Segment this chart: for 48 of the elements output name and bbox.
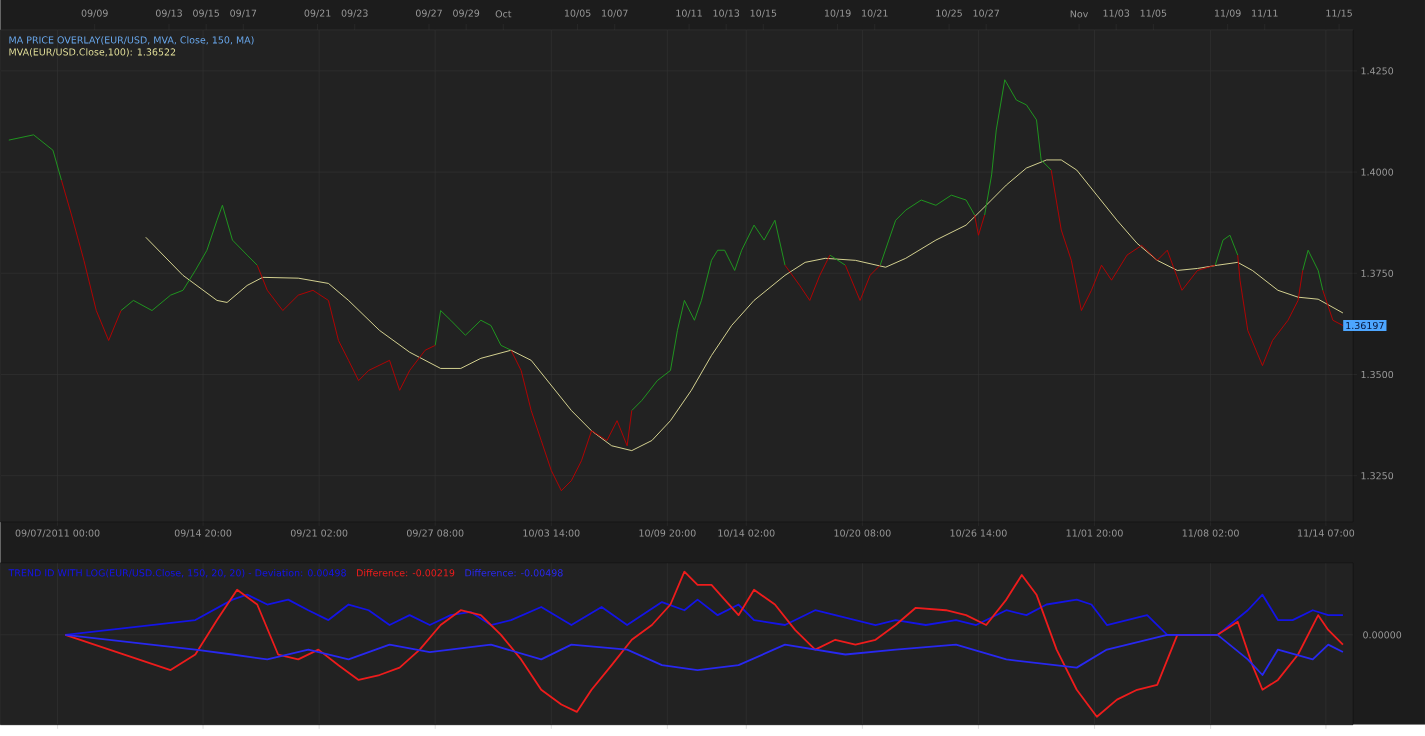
x2-tick-label: 10/11	[676, 9, 702, 18]
text: Difference: -0.00219	[357, 569, 455, 577]
text: MA PRICE OVERLAY(EUR/USD, MVA, Close, 150, MA)	[9, 36, 254, 45]
x2-tick-label: 11/09	[1214, 9, 1241, 18]
x2-tick-label: 09/17	[230, 9, 257, 18]
x2-tick-label: Nov	[1070, 10, 1089, 18]
text: TREND ID WITH LOG(EUR/USD.Close, 150, 20, 20) - Deviation: 0.00498	[8, 569, 346, 578]
x-tick-label: 10/03 14:00	[523, 529, 580, 538]
x2-tick-label: 09/23	[341, 9, 368, 18]
x2-tick-label: 09/21	[304, 9, 331, 18]
x-tick-label: 10/09 20:00	[639, 529, 696, 538]
x2-tick-label: 09/29	[453, 9, 480, 18]
y-tick-label: 1.3500	[1361, 371, 1394, 379]
x-tick-label: 10/20 08:00	[834, 529, 891, 538]
x2-tick-label: 09/27	[415, 9, 442, 18]
y-tick-label: 1.4000	[1361, 168, 1394, 176]
x-tick-label: 09/14 20:00	[174, 529, 232, 538]
annotation: 1.36197	[1346, 322, 1384, 330]
x2-tick-label: 11/11	[1252, 9, 1278, 18]
x2-tick-label: 10/25	[936, 9, 962, 18]
x2-tick-label: 11/15	[1326, 9, 1352, 18]
x-tick-label: 09/07/2011 00:00	[15, 529, 100, 538]
x-tick-label: 11/14 07:00	[1298, 529, 1355, 538]
x2-tick-label: 11/03	[1103, 9, 1130, 18]
x2-tick-label: 09/15	[193, 9, 220, 18]
x2-tick-label: 09/13	[155, 9, 182, 18]
x-tick-label: 10/14 02:00	[718, 529, 775, 538]
ref-line-label: 0.00000	[1363, 631, 1402, 639]
x2-tick-label: Oct	[495, 10, 512, 18]
x-tick-label: 11/01 20:00	[1066, 529, 1123, 538]
x-tick-label: 10/26 14:00	[950, 529, 1007, 538]
y-tick-label: 1.4250	[1361, 67, 1394, 75]
x2-tick-label: 10/07	[602, 9, 628, 18]
x2-tick-label: 10/19	[824, 9, 851, 18]
text: Difference: -0.00498	[465, 569, 563, 577]
x2-tick-label: 10/13	[713, 9, 740, 18]
x2-tick-label: 10/27	[973, 9, 1000, 18]
y-tick-label: 1.3750	[1361, 269, 1394, 278]
x2-tick-label: 09/09	[81, 9, 108, 18]
x-tick-label: 09/21 02:00	[290, 529, 348, 538]
x-tick-label: 09/27 08:00	[406, 529, 464, 538]
x2-tick-label: 11/05	[1140, 9, 1167, 18]
text: MVA(EUR/USD.Close,100): 1.36522	[9, 48, 176, 57]
x2-tick-label: 10/21	[862, 9, 888, 18]
y-tick-label: 1.3250	[1361, 472, 1394, 480]
x2-tick-label: 10/05	[564, 9, 591, 18]
x-tick-label: 11/08 02:00	[1182, 529, 1239, 538]
x2-tick-label: 10/15	[750, 9, 777, 18]
